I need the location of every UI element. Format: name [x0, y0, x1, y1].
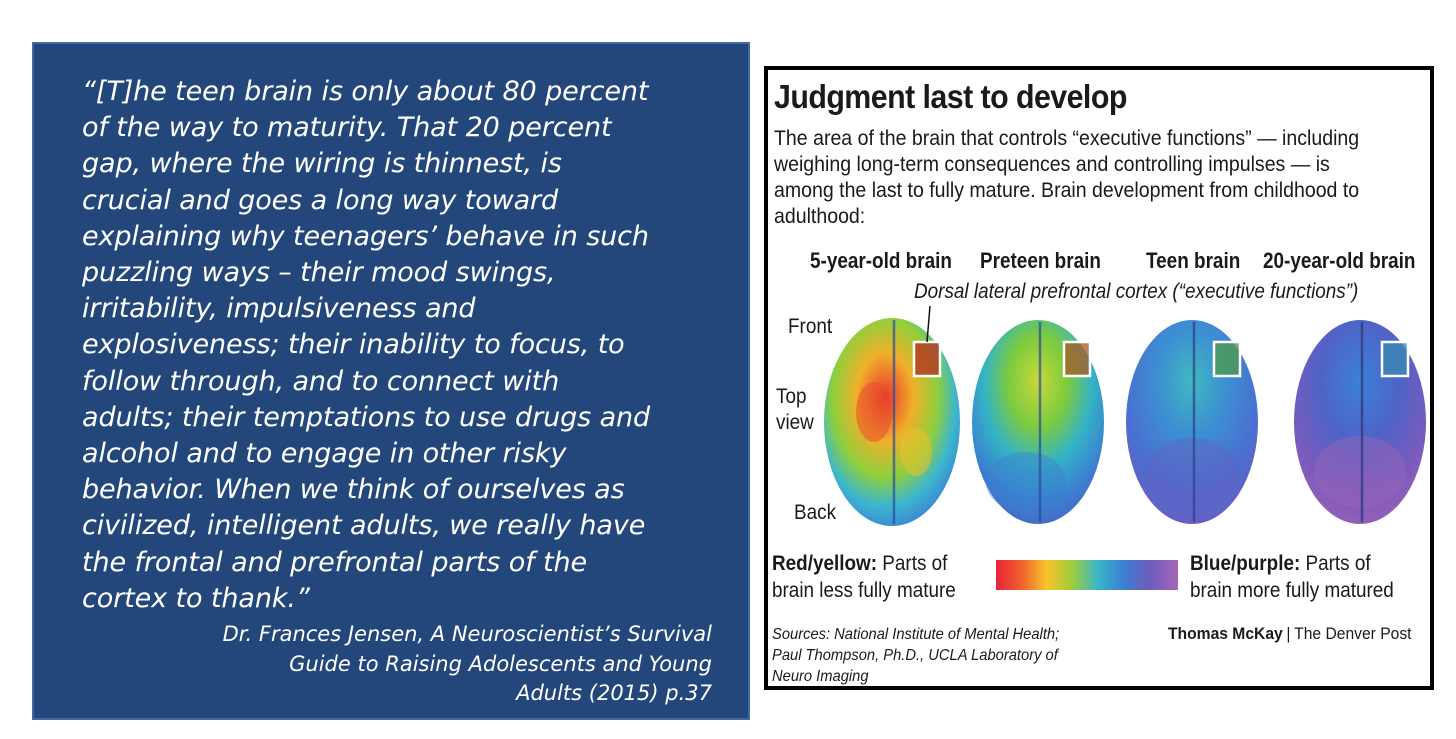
description-line: The area of the brain that controls “exe… [774, 127, 1360, 150]
legend-mature: Blue/purple: Parts of brain more fully m… [1190, 550, 1394, 604]
legend-immature-text: Parts of [877, 552, 948, 575]
top-view-line: Top [776, 385, 807, 408]
brain-20-year-old [1294, 320, 1426, 524]
quote-line: cortex to thank.” [82, 582, 310, 614]
credit-outlet: The Denver Post [1294, 624, 1412, 643]
brain-label-20-year-old: 20-year-old brain [1263, 248, 1416, 273]
quote-line: explosiveness; their inability to focus,… [82, 329, 625, 361]
quote-line: the frontal and prefrontal parts of the [82, 546, 588, 578]
brain-label-teen: Teen brain [1146, 248, 1241, 273]
quote-line: gap, where the wiring is thinnest, is [82, 148, 562, 180]
legend-immature-key: Red/yellow: [772, 552, 878, 575]
sources: Sources: National Institute of Mental He… [772, 624, 1059, 687]
attribution-line: Guide to Raising Adolescents and Young [289, 651, 712, 676]
description-line: adulthood: [774, 205, 866, 228]
legend-immature-text-2: brain less fully mature [772, 579, 956, 602]
dlpfc-label: Dorsal lateral prefrontal cortex (“execu… [914, 280, 1359, 303]
brain-scans-illustration [824, 305, 1426, 526]
source-line: Paul Thompson, Ph.D., UCLA Laboratory of [772, 647, 1058, 664]
quote-line: alcohol and to engage in other risky [82, 438, 567, 470]
quote-line: puzzling ways – their mood swings, [82, 257, 556, 289]
credit-separator: | [1286, 624, 1291, 643]
back-label: Back [794, 501, 837, 524]
legend-mature-text-2: brain more fully matured [1190, 579, 1394, 602]
credit: Thomas McKay | The Denver Post [1168, 624, 1412, 644]
quote-attribution: Dr. Frances Jensen, A Neuroscientist’s S… [72, 620, 712, 709]
quote-line: crucial and goes a long way toward [82, 184, 559, 216]
credit-name: Thomas McKay [1168, 624, 1283, 643]
quote-panel: “[T]he teen brain is only about 80 perce… [32, 42, 750, 720]
quote-line: adults; their temptations to use drugs a… [82, 401, 651, 433]
quote-line: follow through, and to connect with [82, 365, 560, 397]
infographic-description: The area of the brain that controls “exe… [774, 126, 1416, 230]
description-line: weighing long-term consequences and cont… [774, 153, 1330, 176]
source-line: Neuro Imaging [772, 668, 869, 685]
quote-line: “[T]he teen brain is only about 80 perce… [82, 76, 649, 107]
front-label: Front [788, 315, 833, 338]
quote-line: of the way to maturity. That 20 percent [82, 112, 612, 144]
brain-teen [1126, 320, 1258, 524]
quote-text: “[T]he teen brain is only about 80 perce… [82, 74, 732, 617]
infographic-title: Judgment last to develop [774, 78, 1127, 115]
attribution-line: Dr. Frances Jensen, A Neuroscientist’s S… [222, 622, 712, 646]
legend-mature-text: Parts of [1300, 552, 1371, 575]
legend-immature: Red/yellow: Parts of brain less fully ma… [772, 550, 956, 604]
brain-preteen [972, 320, 1104, 524]
top-view-label: Top view [776, 384, 814, 436]
brain-label-preteen: Preteen brain [980, 248, 1101, 273]
legend-mature-key: Blue/purple: [1190, 552, 1301, 575]
quote-line: civilized, intelligent adults, we really… [82, 510, 646, 542]
source-line: Sources: National Institute of Mental He… [772, 626, 1060, 643]
maturity-color-scale [996, 560, 1178, 590]
quote-line: behavior. When we think of ourselves as [82, 474, 625, 506]
top-view-line: view [776, 411, 814, 434]
quote-line: irritability, impulsiveness and [82, 293, 476, 325]
quote-line: explaining why teenagers’ behave in such [82, 220, 649, 252]
brain-5-year-old [824, 305, 960, 526]
brain-label-5-year-old: 5-year-old brain [810, 248, 952, 273]
description-line: among the last to fully mature. Brain de… [774, 179, 1360, 202]
attribution-line: Adults (2015) p.37 [516, 681, 712, 705]
brain-infographic: Judgment last to develop The area of the… [764, 66, 1434, 690]
